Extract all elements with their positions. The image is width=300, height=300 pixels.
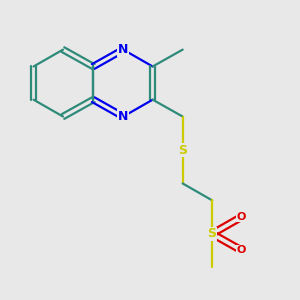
Text: O: O xyxy=(237,212,246,222)
Text: S: S xyxy=(208,227,217,240)
Text: S: S xyxy=(178,143,187,157)
Text: O: O xyxy=(237,245,246,255)
Text: N: N xyxy=(118,110,128,123)
Text: N: N xyxy=(118,43,128,56)
